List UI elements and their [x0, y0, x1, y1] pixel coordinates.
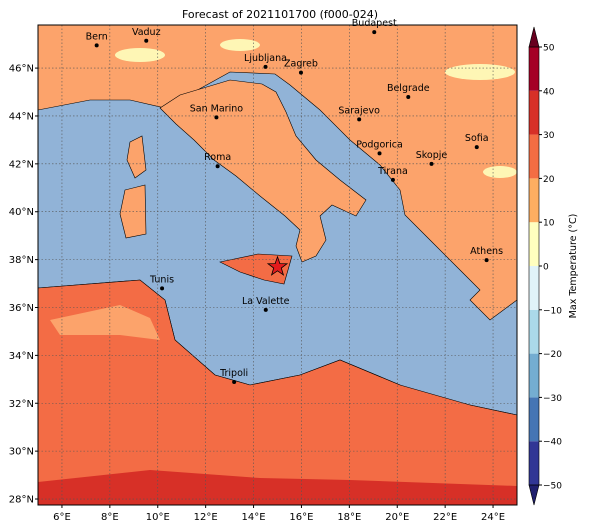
colorbar-over: [528, 26, 540, 48]
city-label: San Marino: [190, 103, 243, 114]
colorbar-band: [529, 441, 539, 485]
city-dot: [390, 177, 395, 182]
city-dot: [377, 151, 382, 156]
colorbar-band: [529, 309, 539, 354]
city-dot: [215, 164, 220, 169]
x-tick-label: 16°E: [289, 512, 313, 523]
colorbar-tick-label: −10: [543, 306, 562, 316]
city-label: Sarajevo: [338, 105, 380, 116]
city-label: Athens: [470, 246, 503, 257]
city-label: Belgrade: [387, 83, 430, 94]
city-dot: [298, 70, 303, 75]
city-dot: [484, 258, 489, 263]
colorbar: −50 −40 −30 −20 −10 0 10 20 30 40 50: [528, 26, 562, 506]
colorbar-tick-label: 50: [543, 44, 555, 54]
land-patch: [115, 48, 165, 62]
colorbar-under: [528, 484, 540, 506]
land-patch: [445, 64, 515, 80]
y-tick-label: 40°N: [9, 207, 34, 218]
title: Forecast of 2021101700 (f000-024): [182, 8, 378, 21]
city-label: Sofia: [465, 133, 489, 144]
x-tick-label: 20°E: [385, 512, 409, 523]
city-label: Tripoli: [219, 368, 248, 379]
city-dot: [263, 307, 268, 312]
grid: 6°E 8°E 10°E 12°E 14°E 16°E 18°E 20°E 22°E 24°E 28…: [9, 25, 517, 523]
city-dot: [406, 95, 411, 100]
colorbar-tick-label: 30: [543, 131, 555, 141]
x-tick-label: 24°E: [481, 512, 505, 523]
y-tick-label: 42°N: [9, 159, 34, 170]
city-label: La Valette: [242, 296, 290, 307]
city-dot: [372, 30, 377, 35]
sicily: [219, 253, 293, 285]
y-tick-label: 38°N: [9, 255, 34, 266]
city-dot: [144, 38, 149, 43]
x-tick-label: 10°E: [146, 512, 170, 523]
map-frame: [37, 24, 518, 506]
city-dot: [94, 43, 99, 48]
colorbar-band: [529, 47, 539, 91]
land-patch: [483, 166, 517, 178]
city-dot: [214, 115, 219, 120]
x-tick-label: 14°E: [242, 512, 266, 523]
city-label: Tirana: [377, 166, 408, 177]
colorbar-band: [529, 90, 539, 135]
y-tick-label: 34°N: [9, 351, 34, 362]
colorbar-tick-label: −30: [543, 394, 562, 404]
city-label: Bern: [86, 31, 108, 42]
land-patch: [50, 305, 160, 340]
y-tick-label: 44°N: [9, 111, 34, 122]
colorbar-tick-label: 40: [543, 87, 555, 97]
colorbar-band: [529, 222, 539, 266]
colorbar-tick-label: −20: [543, 350, 562, 360]
city-dot: [429, 161, 434, 166]
x-tick-label: 6°E: [53, 512, 71, 523]
colorbar-tick-label: 0: [543, 263, 549, 273]
colorbar-band: [529, 266, 539, 310]
colorbar-tick-label: −40: [543, 438, 562, 448]
y-tick-label: 32°N: [9, 399, 34, 410]
colorbar-band: [529, 397, 539, 442]
city-dot: [474, 145, 479, 150]
star-marker: [266, 255, 289, 276]
x-tick-label: 22°E: [433, 512, 457, 523]
x-tick-label: 18°E: [337, 512, 361, 523]
y-tick-label: 30°N: [9, 447, 34, 458]
colorbar-band: [529, 134, 539, 179]
city-label: Skopje: [416, 150, 448, 161]
city-label: Vaduz: [132, 27, 161, 38]
colorbar-tick-label: −50: [543, 482, 562, 492]
city-dot: [232, 379, 237, 384]
corsica: [126, 135, 147, 179]
city-dot: [160, 286, 165, 291]
land-patch: [220, 39, 260, 51]
map-fill: [38, 25, 517, 505]
city-dot: [263, 64, 268, 69]
colorbar-band: [529, 353, 539, 398]
y-tick-label: 46°N: [9, 64, 34, 75]
city-label: Podgorica: [356, 139, 403, 150]
city-label: Roma: [204, 152, 231, 163]
italy: [159, 79, 367, 263]
city-label: Ljubljana: [244, 53, 287, 64]
city-label: Zagreb: [284, 59, 318, 70]
x-tick-label: 12°E: [194, 512, 218, 523]
land-patch: [38, 470, 517, 505]
city-label: Tunis: [149, 274, 174, 285]
y-tick-label: 28°N: [9, 495, 34, 506]
colorbar-label: Max Temperature (°C): [568, 214, 579, 319]
y-tick-label: 36°N: [9, 303, 34, 314]
colorbar-tick-label: 20: [543, 175, 555, 185]
city-dot: [357, 117, 362, 122]
colorbar-tick-label: 10: [543, 219, 555, 229]
colorbar-band: [529, 178, 539, 223]
x-tick-label: 8°E: [101, 512, 119, 523]
city-label: Budapest: [352, 18, 397, 29]
